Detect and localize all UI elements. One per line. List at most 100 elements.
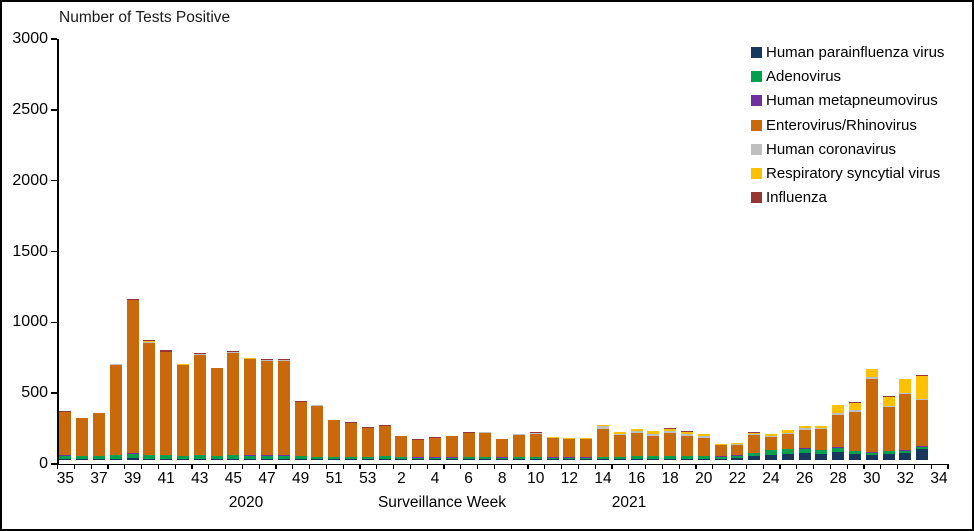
segment-adenovirus xyxy=(76,456,89,459)
segment-human-coronavirus xyxy=(798,428,811,431)
segment-adenovirus xyxy=(697,456,710,459)
bar-week-27-2021 xyxy=(815,426,828,460)
segment-human-parainfluenza-virus xyxy=(781,454,794,460)
legend-item-influenza: Influenza xyxy=(751,186,944,210)
x-tick xyxy=(846,464,848,469)
segment-human-coronavirus xyxy=(781,432,794,434)
bar-week-51-2020 xyxy=(328,419,341,460)
segment-influenza xyxy=(849,401,861,403)
segment-human-coronavirus xyxy=(865,377,878,379)
segment-human-coronavirus xyxy=(664,431,677,434)
x-tick xyxy=(561,464,563,469)
x-tick xyxy=(510,464,512,469)
segment-enterovirus-rhinovirus xyxy=(59,412,72,456)
legend-item-human-metapneumovirus: Human metapneumovirus xyxy=(751,89,944,113)
segment-human-parainfluenza-virus xyxy=(429,459,441,460)
segment-respiratory-syncytial-virus xyxy=(899,379,912,393)
segment-influenza xyxy=(93,412,105,414)
segment-enterovirus-rhinovirus xyxy=(93,413,105,456)
segment-enterovirus-rhinovirus xyxy=(193,355,206,455)
x-tick-label: 12 xyxy=(560,470,579,487)
x-tick xyxy=(225,464,227,469)
legend-swatch-icon xyxy=(751,70,762,82)
segment-adenovirus xyxy=(277,455,290,459)
segment-adenovirus xyxy=(193,455,206,459)
segment-human-parainfluenza-virus xyxy=(193,458,206,460)
segment-human-parainfluenza-virus xyxy=(395,459,408,460)
segment-adenovirus xyxy=(546,457,559,460)
segment-enterovirus-rhinovirus xyxy=(664,433,677,456)
segment-human-parainfluenza-virus xyxy=(311,459,324,460)
segment-adenovirus xyxy=(865,452,878,456)
bar-week-30-2021 xyxy=(865,368,878,460)
legend-item-human-coronavirus: Human coronavirus xyxy=(751,137,944,161)
segment-human-parainfluenza-virus xyxy=(882,454,895,460)
segment-enterovirus-rhinovirus xyxy=(177,364,189,456)
x-tick-label: 6 xyxy=(464,470,473,487)
segment-adenovirus xyxy=(479,457,492,460)
x-tick xyxy=(477,464,479,469)
x-tick xyxy=(661,464,663,469)
segment-human-parainfluenza-virus xyxy=(378,458,391,460)
segment-respiratory-syncytial-virus xyxy=(765,433,777,436)
x-tick xyxy=(460,464,462,469)
segment-enterovirus-rhinovirus xyxy=(462,433,475,457)
segment-human-coronavirus xyxy=(916,398,929,400)
bar-week-8-2021 xyxy=(496,438,509,460)
segment-enterovirus-rhinovirus xyxy=(345,423,357,458)
bar-week-15-2021 xyxy=(613,432,626,460)
bar-week-47-2020 xyxy=(261,359,273,460)
x-tick xyxy=(947,464,949,469)
bar-week-11-2021 xyxy=(546,437,559,460)
bar-week-44-2020 xyxy=(210,367,223,460)
segment-adenovirus xyxy=(714,456,727,459)
segment-enterovirus-rhinovirus xyxy=(244,359,257,456)
segment-enterovirus-rhinovirus xyxy=(479,432,492,457)
segment-human-parainfluenza-virus xyxy=(513,459,525,460)
segment-human-parainfluenza-virus xyxy=(798,453,811,460)
legend-label: Influenza xyxy=(766,189,827,207)
x-tick-label: 4 xyxy=(430,470,440,487)
segment-enterovirus-rhinovirus xyxy=(109,364,122,455)
segment-enterovirus-rhinovirus xyxy=(865,378,878,453)
segment-human-parainfluenza-virus xyxy=(210,458,223,460)
segment-adenovirus xyxy=(916,447,929,450)
x-tick xyxy=(712,464,714,469)
x-tick-label: 49 xyxy=(291,470,310,487)
segment-influenza xyxy=(160,350,173,352)
x-tick xyxy=(443,464,445,469)
segment-adenovirus xyxy=(630,456,643,459)
bar-week-10-2021 xyxy=(529,432,542,460)
segment-human-parainfluenza-virus xyxy=(361,459,374,460)
bar-week-33-2021 xyxy=(916,375,929,460)
bar-week-48-2020 xyxy=(277,359,290,460)
segment-adenovirus xyxy=(429,457,441,460)
x-tick xyxy=(124,464,126,469)
x-tick xyxy=(409,464,411,469)
legend-label: Human parainfluenza virus xyxy=(766,43,945,61)
bar-week-38-2020 xyxy=(109,363,122,460)
bar-week-42-2020 xyxy=(177,363,189,460)
segment-human-parainfluenza-virus xyxy=(815,454,828,460)
y-tick-label: 2000 xyxy=(12,171,48,189)
bar-week-20-2021 xyxy=(697,433,710,460)
segment-respiratory-syncytial-virus xyxy=(664,428,677,432)
x-axis-title: Surveillance Week xyxy=(377,494,507,511)
segment-enterovirus-rhinovirus xyxy=(76,418,89,457)
x-tick-label: 37 xyxy=(90,470,108,487)
segment-respiratory-syncytial-virus xyxy=(748,432,761,435)
segment-enterovirus-rhinovirus xyxy=(597,428,609,457)
year-label-2020: 2020 xyxy=(228,494,264,511)
segment-human-coronavirus xyxy=(630,431,643,434)
segment-human-parainfluenza-virus xyxy=(109,458,122,460)
segment-influenza xyxy=(832,404,845,406)
segment-human-parainfluenza-virus xyxy=(93,458,105,460)
x-tick xyxy=(880,464,882,469)
segment-human-parainfluenza-virus xyxy=(496,459,509,460)
legend-swatch-icon xyxy=(751,119,762,131)
segment-human-parainfluenza-virus xyxy=(76,458,89,460)
segment-human-coronavirus xyxy=(546,437,559,439)
segment-human-parainfluenza-virus xyxy=(126,458,139,460)
x-tick xyxy=(309,464,311,469)
segment-influenza xyxy=(126,299,139,300)
